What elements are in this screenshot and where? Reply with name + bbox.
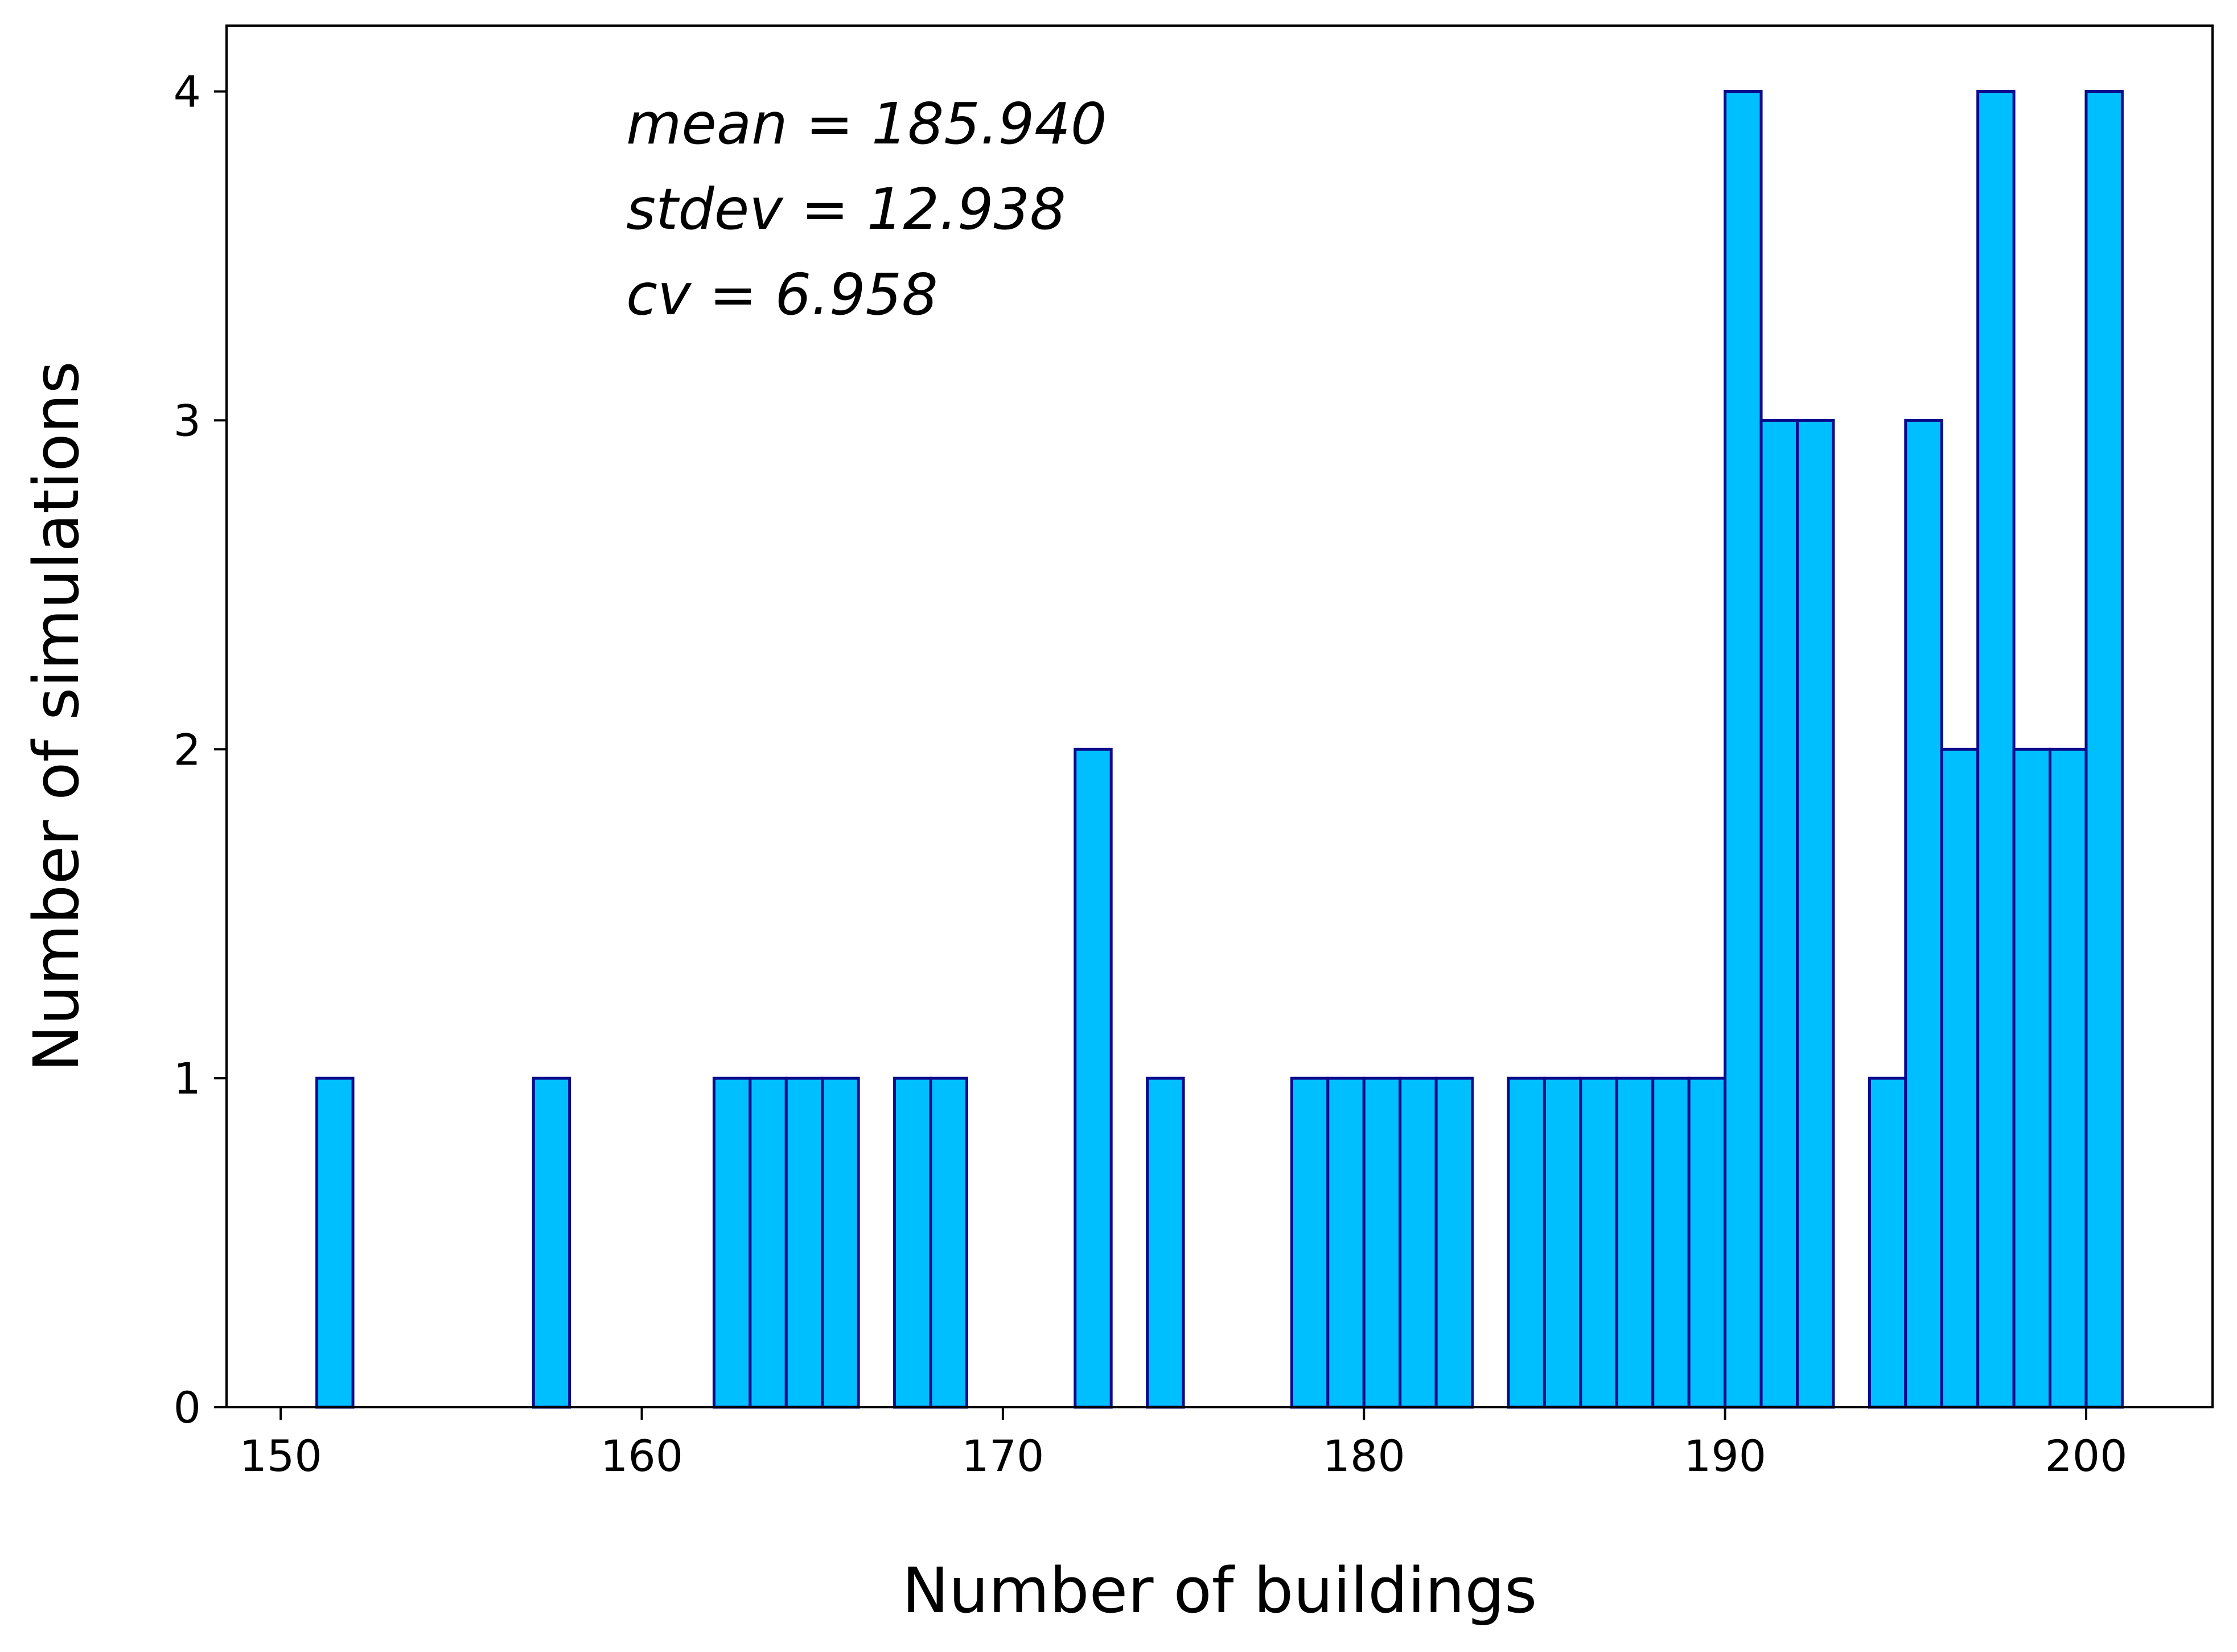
x-axis-label: Number of buildings — [902, 1554, 1537, 1627]
bar-198 — [2012, 747, 2052, 1409]
bar-179 — [1326, 1076, 1366, 1409]
bar-190 — [1724, 90, 1763, 1409]
bar-180 — [1362, 1076, 1402, 1409]
bar-157 — [532, 1076, 571, 1409]
bar-187 — [1615, 1076, 1655, 1409]
stat-annotation: stdev = 12.938 — [626, 176, 1066, 243]
y-axis-ticks: 0 1 2 3 4 — [174, 67, 227, 1433]
y-axis-label: Number of simulations — [20, 361, 93, 1072]
x-tick-label: 190 — [1684, 1431, 1766, 1481]
stat-annotation: cv = 6.958 — [626, 261, 938, 328]
bar-182 — [1434, 1076, 1474, 1409]
bar-165 — [821, 1076, 860, 1409]
x-tick-label: 170 — [961, 1431, 1044, 1481]
bar-189 — [1687, 1076, 1727, 1409]
bar-168 — [929, 1076, 968, 1409]
bar-163 — [749, 1076, 788, 1409]
y-tick-label: 2 — [174, 724, 201, 775]
bars-group — [315, 90, 2124, 1409]
bar-200 — [2084, 90, 2124, 1409]
x-tick-label: 200 — [2045, 1431, 2127, 1481]
bar-178 — [1290, 1076, 1330, 1409]
bar-192 — [1795, 418, 1835, 1409]
bar-181 — [1399, 1076, 1438, 1409]
bar-196 — [1940, 747, 1980, 1409]
bar-191 — [1759, 418, 1799, 1409]
y-tick-label: 0 — [174, 1382, 201, 1433]
bar-172 — [1074, 747, 1113, 1409]
bar-151 — [315, 1076, 355, 1409]
bar-186 — [1579, 1076, 1618, 1409]
bar-184 — [1507, 1076, 1546, 1409]
x-tick-label: 160 — [601, 1431, 683, 1481]
bar-194 — [1868, 1076, 1907, 1409]
stats-annotations: mean = 185.940 stdev = 12.938 cv = 6.958 — [626, 91, 1107, 328]
bar-167 — [893, 1076, 932, 1409]
bar-195 — [1904, 418, 1943, 1409]
bar-164 — [784, 1076, 824, 1409]
bar-185 — [1543, 1076, 1582, 1409]
y-tick-label: 1 — [174, 1053, 201, 1104]
bar-197 — [1976, 90, 2016, 1409]
y-tick-label: 3 — [174, 395, 201, 446]
x-tick-label: 180 — [1323, 1431, 1405, 1481]
stat-annotation: mean = 185.940 — [626, 91, 1107, 157]
x-axis-ticks: 150 160 170 180 190 200 — [240, 1407, 2128, 1481]
bar-162 — [712, 1076, 752, 1409]
bar-188 — [1651, 1076, 1691, 1409]
bar-174 — [1146, 1076, 1185, 1409]
bar-199 — [2049, 747, 2088, 1409]
plot-frame — [225, 24, 2214, 1408]
y-tick-label: 4 — [174, 67, 201, 117]
x-tick-label: 150 — [240, 1431, 322, 1481]
